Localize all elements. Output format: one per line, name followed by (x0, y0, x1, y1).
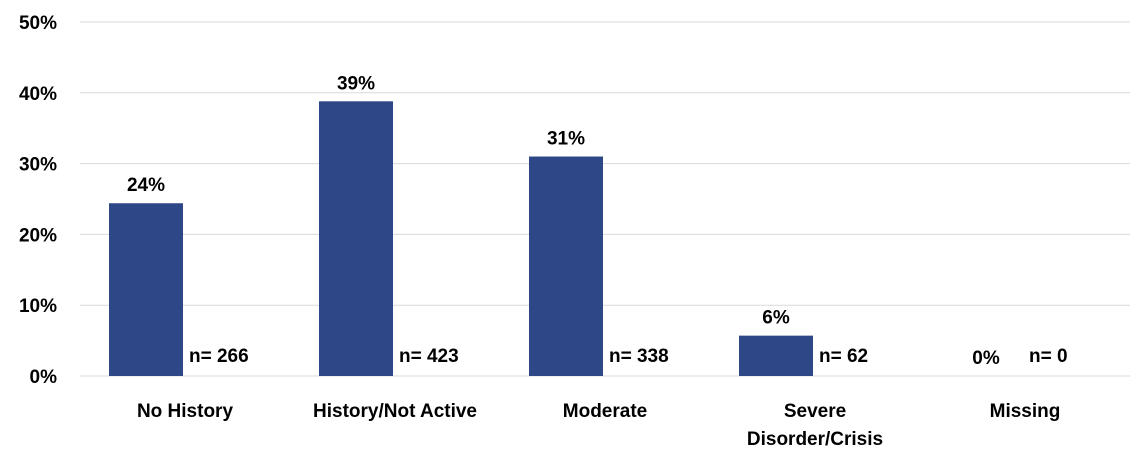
n-count-label: n= 62 (819, 346, 868, 367)
y-axis: 0% 10% 20% 30% 40% 50% (19, 13, 57, 388)
data-label: 24% (127, 175, 165, 196)
bars (109, 101, 813, 377)
y-tick-label: 50% (19, 13, 57, 34)
bar (109, 203, 183, 376)
y-tick-label: 40% (19, 84, 57, 105)
data-label: 6% (762, 308, 790, 329)
labels: 24% n= 266 No History 39% n= 423 History/Not … (127, 73, 1068, 450)
category-label: Missing (990, 401, 1061, 422)
category-label: History/Not Active (313, 401, 477, 422)
n-count-label: n= 338 (609, 346, 669, 367)
data-label: 0% (972, 348, 1000, 369)
n-count-label: n= 0 (1029, 346, 1068, 367)
category-label: Severe Disorder/Crisis (747, 401, 883, 450)
bar (319, 101, 393, 377)
bar (739, 335, 813, 376)
y-tick-label: 10% (19, 296, 57, 317)
y-tick-label: 0% (30, 367, 58, 388)
category-label: Moderate (563, 401, 647, 422)
y-tick-label: 30% (19, 155, 57, 176)
n-count-label: n= 423 (399, 346, 459, 367)
data-label: 39% (337, 73, 375, 94)
bar (529, 156, 603, 376)
data-label: 31% (547, 129, 585, 150)
n-count-label: n= 266 (189, 346, 249, 367)
category-label: No History (137, 401, 234, 422)
gridlines (80, 21, 1130, 377)
y-tick-label: 20% (19, 225, 57, 246)
